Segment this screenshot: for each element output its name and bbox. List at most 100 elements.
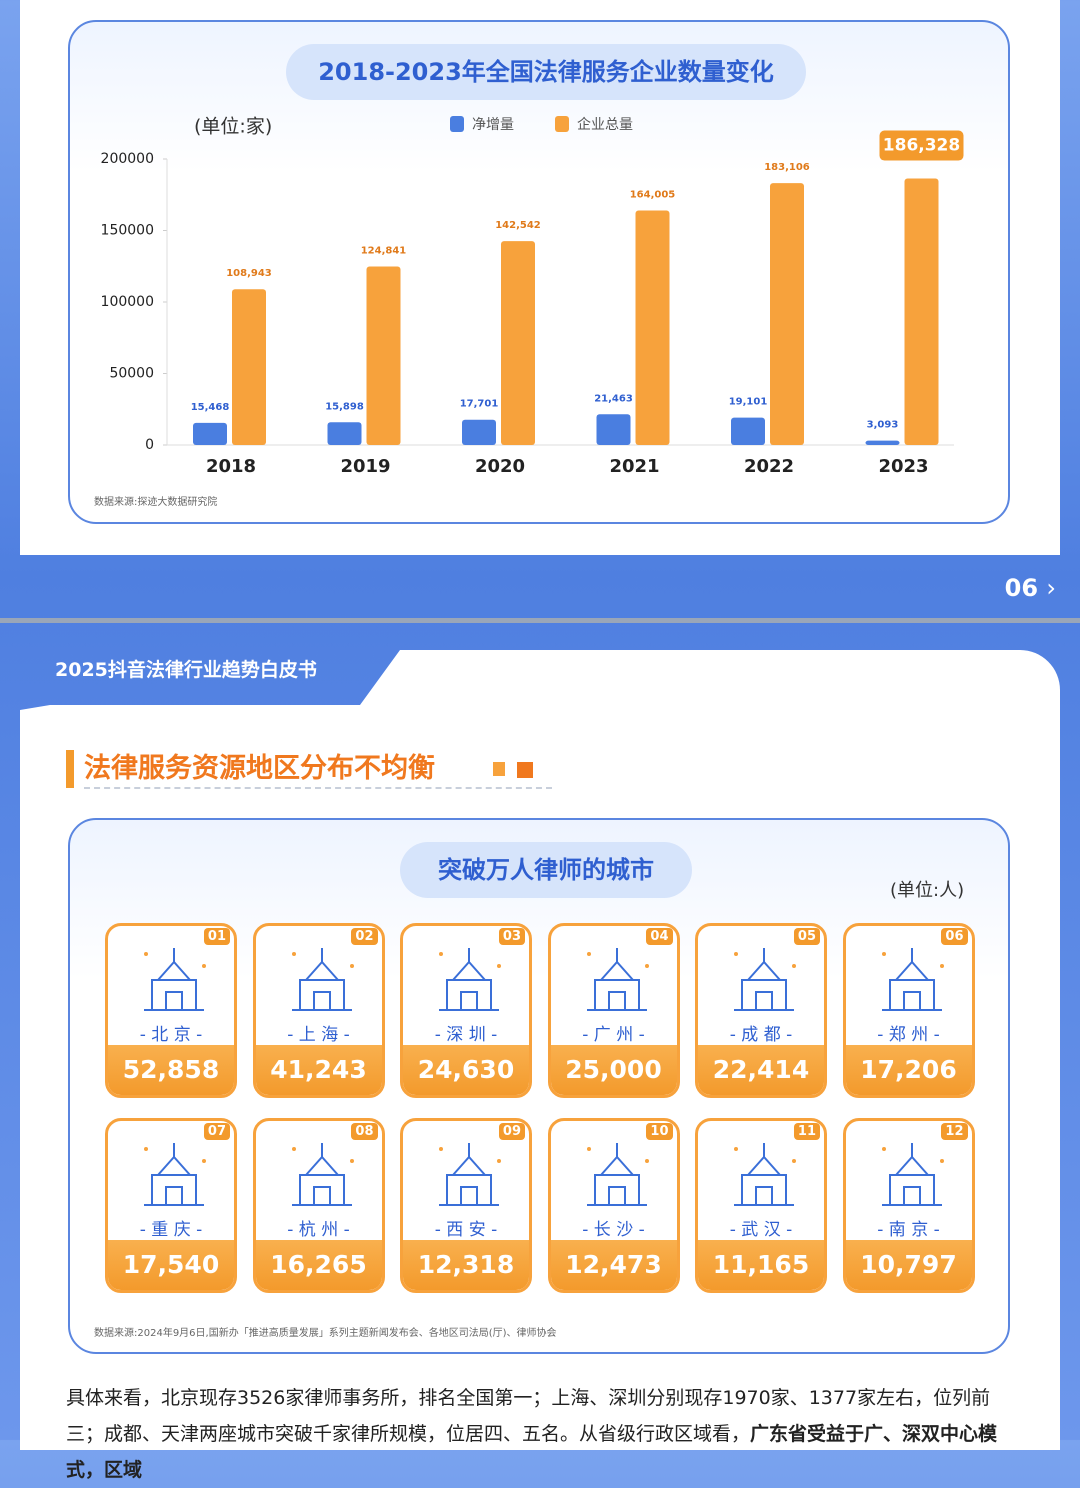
divider bbox=[0, 618, 1080, 623]
city-rank: 12 bbox=[941, 1123, 968, 1140]
city-name: - 成 都 - bbox=[729, 1025, 793, 1045]
value-label: 142,542 bbox=[495, 220, 541, 231]
bar bbox=[731, 417, 765, 445]
city-name: - 西 安 - bbox=[434, 1220, 498, 1240]
page-number-text: 06 bbox=[1004, 574, 1039, 602]
city-icon bbox=[881, 1143, 944, 1206]
body-text: 具体来看，北京现存3526家律师事务所，排名全国第一；上海、深圳分别现存1970… bbox=[66, 1380, 1016, 1488]
bar bbox=[501, 241, 535, 445]
value-label: 124,841 bbox=[361, 245, 407, 256]
legend-label: 净增量 bbox=[472, 117, 514, 133]
value-label: 108,943 bbox=[226, 268, 272, 279]
city-name: - 长 沙 - bbox=[582, 1220, 645, 1240]
city-value: 25,000 bbox=[550, 1045, 677, 1095]
city-name: - 北 京 - bbox=[139, 1025, 203, 1045]
city-name: - 武 汉 - bbox=[729, 1220, 793, 1240]
legend-swatch bbox=[555, 116, 569, 132]
city-rank: 06 bbox=[941, 928, 968, 945]
value-label: 15,898 bbox=[325, 401, 364, 412]
city-value: 17,540 bbox=[108, 1240, 234, 1290]
city-name: - 杭 州 - bbox=[287, 1220, 350, 1240]
y-tick-label: 150000 bbox=[101, 223, 154, 239]
city-icon bbox=[586, 948, 649, 1011]
city-name: - 广 州 - bbox=[582, 1025, 645, 1045]
city-card: 08 - 杭 州 -16,265 bbox=[252, 1118, 385, 1293]
value-label: 19,101 bbox=[729, 397, 768, 408]
dashed-line bbox=[84, 787, 552, 789]
chart-source: 数据来源:探迹大数据研究院 bbox=[94, 495, 217, 508]
city-rank: 07 bbox=[203, 1123, 230, 1140]
section-bar bbox=[66, 750, 74, 788]
bar bbox=[327, 422, 362, 445]
value-label: 17,701 bbox=[460, 399, 499, 410]
city-icon bbox=[291, 1143, 354, 1206]
bar bbox=[462, 419, 496, 445]
city-card: 12 - 南 京 -10,797 bbox=[842, 1118, 975, 1293]
cities-unit: (单位:人) bbox=[890, 880, 965, 901]
city-icon bbox=[881, 948, 944, 1011]
chart: (单位:家) 净增量 企业总量 0 50000 100000 150000 200000 201… bbox=[94, 116, 964, 508]
x-tick-label: 2021 bbox=[609, 456, 659, 477]
bar bbox=[596, 414, 631, 445]
city-icon bbox=[734, 1143, 796, 1206]
value-label: 164,005 bbox=[630, 189, 676, 200]
cities-title: 突破万人律师的城市 bbox=[400, 842, 692, 898]
section-title: 法律服务资源地区分布不均衡 bbox=[84, 753, 435, 784]
label-callout bbox=[879, 130, 964, 161]
city-rank: 03 bbox=[498, 928, 525, 945]
city-card: 04 - 广 州 -25,000 bbox=[547, 923, 680, 1098]
y-tick-label: 100000 bbox=[101, 294, 154, 310]
city-name: - 郑 州 - bbox=[877, 1025, 940, 1045]
city-icon bbox=[734, 948, 796, 1011]
city-value: 24,630 bbox=[403, 1045, 529, 1095]
bar bbox=[635, 210, 670, 445]
value-label: 15,468 bbox=[191, 402, 230, 413]
city-card: 10 - 长 沙 -12,473 bbox=[547, 1118, 680, 1293]
x-tick-label: 2019 bbox=[340, 456, 390, 477]
city-rank: 08 bbox=[351, 1123, 378, 1140]
city-card: 02 - 上 海 -41,243 bbox=[252, 923, 385, 1098]
bar bbox=[770, 183, 804, 445]
city-value: 16,265 bbox=[255, 1240, 382, 1290]
city-value: 12,473 bbox=[550, 1240, 677, 1290]
city-name: - 重 庆 - bbox=[139, 1220, 203, 1240]
city-card: 05 - 成 都 -22,414 bbox=[695, 923, 827, 1098]
legend-swatch bbox=[450, 116, 464, 132]
city-value: 52,858 bbox=[108, 1045, 234, 1095]
city-value: 12,318 bbox=[403, 1240, 529, 1290]
city-card: 09 - 西 安 -12,318 bbox=[400, 1118, 532, 1293]
chart-title: 2018-2023年全国法律服务企业数量变化 bbox=[286, 44, 806, 100]
value-label: 3,093 bbox=[867, 420, 899, 431]
page-number: 06 › bbox=[1004, 574, 1056, 602]
x-tick-label: 2022 bbox=[744, 456, 794, 477]
city-icon bbox=[586, 1143, 649, 1206]
x-tick-label: 2020 bbox=[475, 456, 525, 477]
unit-label: (单位:家) bbox=[194, 116, 272, 138]
cities-source: 数据来源:2024年9月6日,国新办「推进高质量发展」系列主题新闻发布会、各地区… bbox=[94, 1328, 557, 1339]
city-card: 11 - 武 汉 -11,165 bbox=[695, 1118, 827, 1293]
bar bbox=[232, 289, 266, 445]
y-tick-label: 200000 bbox=[101, 151, 154, 167]
bar bbox=[865, 440, 900, 445]
chart-panel: 2018-2023年全国法律服务企业数量变化 (单位:家) 净增量 企业总量 0 500… bbox=[68, 20, 1010, 524]
city-value: 17,206 bbox=[845, 1045, 972, 1095]
deco bbox=[493, 762, 505, 776]
x-tick-label: 2018 bbox=[206, 456, 256, 477]
cities-panel: 突破万人律师的城市 (单位:人) 数据来源:2024年9月6日,国新办「推进高质… bbox=[68, 818, 1010, 1354]
city-name: - 深 圳 - bbox=[434, 1025, 498, 1045]
city-card: 01 - 北 京 -52,858 bbox=[105, 923, 237, 1098]
city-rank: 09 bbox=[498, 1123, 525, 1140]
city-rank: 02 bbox=[351, 928, 378, 945]
city-card: 03 - 深 圳 -24,630 bbox=[400, 923, 532, 1098]
bar bbox=[904, 178, 939, 445]
city-icon bbox=[144, 1143, 206, 1206]
bar bbox=[366, 266, 401, 445]
value-label: 186,328 bbox=[883, 136, 960, 156]
city-value: 10,797 bbox=[845, 1240, 972, 1290]
x-tick-label: 2023 bbox=[878, 456, 928, 477]
value-label: 183,106 bbox=[764, 162, 810, 173]
city-rank: 05 bbox=[793, 928, 820, 945]
y-tick-label: 0 bbox=[145, 437, 154, 453]
city-value: 11,165 bbox=[698, 1240, 824, 1290]
